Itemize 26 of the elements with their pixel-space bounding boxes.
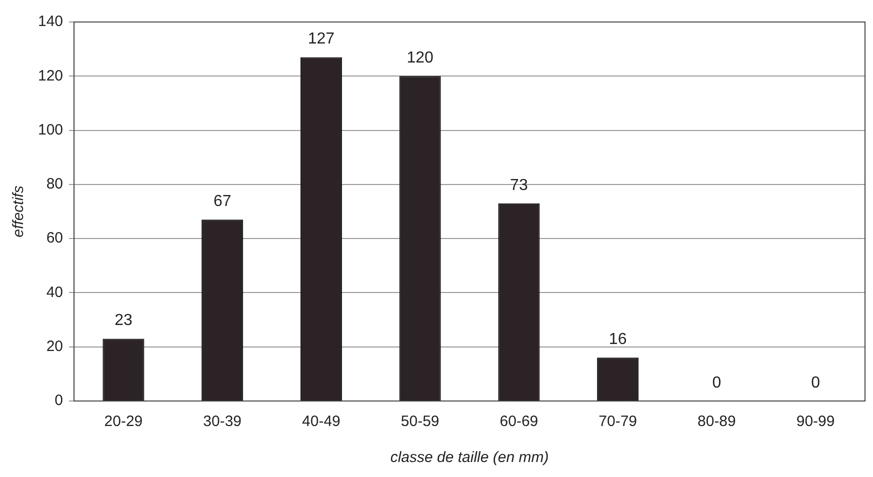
data-label: 0 [811,374,820,392]
data-label: 16 [608,331,627,348]
y-tick-label: 60 [46,230,64,247]
y-tick-label: 140 [38,13,64,30]
y-tick-label: 40 [46,284,64,301]
x-axis-title: classe de taille (en mm) [390,449,549,466]
data-label: 0 [712,374,722,392]
data-label: 23 [114,312,132,330]
y-tick-label: 0 [54,392,64,410]
x-tick-label: 80-89 [698,413,736,430]
x-tick-label: 40-49 [302,413,340,430]
data-label: 120 [406,50,434,67]
x-tick-label: 30-39 [203,413,242,430]
y-axis-title: effectifs [10,185,28,238]
data-label: 73 [510,176,528,194]
y-tick-label: 120 [38,67,64,84]
x-tick-label: 20-29 [104,413,143,430]
y-tick-label: 100 [38,121,64,138]
data-label: 127 [308,30,335,48]
data-label: 67 [213,193,232,210]
x-tick-label: 50-59 [400,413,440,430]
y-tick-label: 20 [46,338,64,355]
x-tick-label: 70-79 [598,413,638,430]
x-tick-label: 90-99 [796,413,835,430]
y-tick-label: 80 [46,176,64,193]
x-tick-label: 60-69 [500,413,538,430]
